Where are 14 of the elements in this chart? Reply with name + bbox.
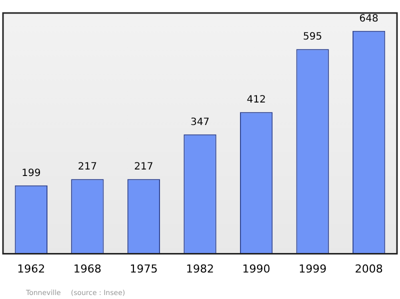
x-tick-label: 1975 [130, 262, 158, 276]
data-label: 648 [359, 13, 378, 24]
data-label: 412 [246, 94, 266, 106]
data-label: 347 [190, 117, 210, 128]
x-tick-label: 1982 [186, 262, 214, 276]
data-label: 217 [78, 162, 97, 173]
x-tick-label: 2008 [354, 262, 383, 276]
x-tick-label: 1999 [298, 262, 327, 276]
x-tick-label: 1990 [242, 262, 270, 276]
data-label: 199 [22, 168, 41, 179]
x-tick-label: 1962 [17, 262, 46, 276]
x-tick-label: 1968 [73, 262, 102, 276]
data-label: 595 [303, 32, 322, 43]
data-label: 217 [134, 162, 154, 173]
